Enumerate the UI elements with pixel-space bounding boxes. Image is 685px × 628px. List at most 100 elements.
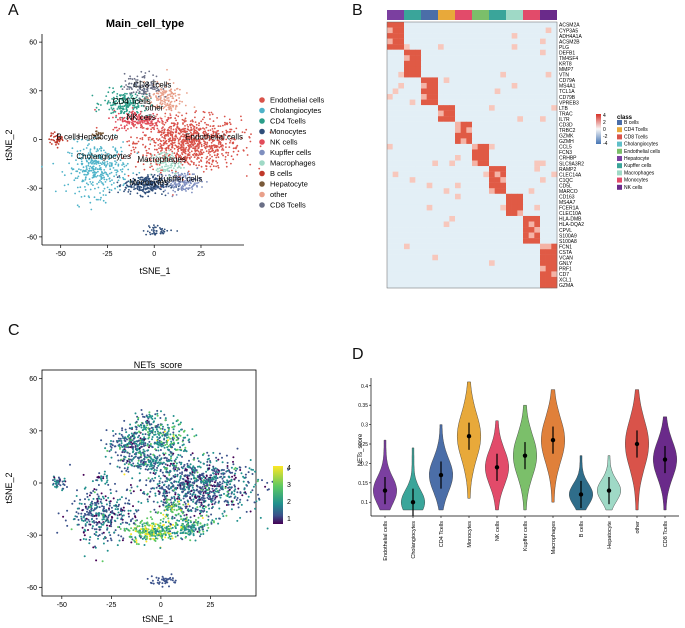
a-point	[201, 118, 204, 121]
b-heatmap-cell	[494, 166, 501, 172]
b-heatmap-cell	[387, 71, 393, 78]
b-heatmap-cell	[443, 77, 450, 84]
a-point	[128, 103, 131, 106]
b-heatmap-cell	[477, 276, 484, 283]
a-point	[180, 161, 182, 163]
a-point	[216, 153, 219, 155]
a-point	[160, 229, 163, 231]
b-heatmap-cell	[517, 249, 524, 255]
a-point	[196, 139, 198, 142]
a-point	[130, 96, 133, 98]
b-heatmap-cell	[415, 271, 422, 278]
b-heatmap-cell	[540, 44, 546, 50]
c-point	[193, 482, 196, 485]
b-heatmap-cell	[404, 88, 410, 95]
b-gene-label: GZMK	[559, 134, 574, 140]
b-heatmap-cell	[466, 55, 473, 61]
a-point	[92, 171, 94, 174]
b-heatmap-cell	[455, 33, 461, 39]
a-point	[165, 149, 168, 152]
c-point	[190, 490, 193, 492]
c-point	[165, 490, 168, 493]
a-point	[125, 187, 127, 189]
a-point	[150, 229, 153, 231]
a-point	[111, 179, 113, 182]
a-point	[182, 188, 185, 191]
b-heatmap-cell	[455, 215, 461, 222]
b-heatmap-cell	[392, 77, 399, 84]
b-heatmap-cell	[426, 171, 433, 178]
a-point	[179, 174, 182, 177]
b-heatmap-cell	[466, 210, 473, 217]
a-point	[163, 230, 166, 233]
a-point	[170, 88, 172, 91]
a-point	[59, 139, 61, 142]
c-point	[189, 496, 191, 498]
b-heatmap-cell	[528, 238, 535, 244]
b-heatmap-cell	[511, 71, 518, 78]
a-point	[159, 232, 162, 235]
b-gene-label: RAMP2	[559, 167, 576, 173]
b-heatmap-cell	[443, 127, 450, 134]
a-point	[200, 143, 203, 146]
a-point	[108, 177, 111, 180]
a-point	[131, 183, 134, 186]
b-heatmap-cell	[540, 171, 546, 178]
b-heatmap-cell	[506, 121, 512, 128]
a-point	[141, 95, 144, 98]
b-heatmap-cell	[432, 243, 439, 250]
a-point	[168, 140, 170, 143]
b-heatmap-cell	[455, 193, 461, 200]
b-heatmap-cell	[449, 88, 456, 95]
c-point	[146, 493, 149, 496]
a-point	[117, 179, 120, 182]
a-point	[141, 84, 144, 87]
c-point	[231, 503, 233, 506]
a-point	[181, 184, 184, 187]
b-heatmap-cell	[500, 188, 507, 194]
b-gene-label: HLA-DQA2	[559, 222, 584, 228]
a-point	[196, 182, 198, 185]
a-point	[202, 127, 204, 130]
a-point	[175, 156, 178, 159]
a-point	[53, 131, 56, 133]
b-heatmap-cell	[404, 22, 410, 28]
b-heatmap-cell	[404, 249, 410, 255]
a-point	[212, 159, 215, 162]
b-heatmap-cell	[517, 60, 524, 67]
a-point	[149, 122, 152, 125]
a-point	[103, 161, 106, 164]
a-point	[237, 150, 240, 153]
b-heatmap-cell	[426, 121, 433, 128]
a-point	[178, 128, 181, 131]
a-point	[217, 125, 220, 127]
c-point	[191, 471, 194, 474]
c-point	[149, 490, 152, 493]
b-heatmap-cell	[551, 44, 558, 50]
c-point	[207, 487, 210, 489]
b-heatmap-cell	[540, 282, 546, 289]
b-heatmap-cell	[432, 27, 439, 34]
b-heatmap-cell	[523, 221, 529, 228]
c-point	[210, 500, 213, 503]
a-point	[162, 232, 165, 235]
c-ytick-label: -30	[27, 533, 37, 540]
b-heatmap-cell	[392, 249, 399, 255]
a-point	[158, 121, 161, 123]
b-heatmap-cell	[483, 49, 490, 56]
a-point	[204, 121, 206, 124]
a-point	[192, 163, 195, 166]
a-point	[79, 186, 82, 189]
b-heatmap-cell	[506, 210, 512, 217]
b-colorscale-label: 0	[603, 127, 606, 133]
b-heatmap-cell	[540, 33, 546, 39]
a-point	[91, 139, 93, 142]
a-point	[157, 162, 159, 165]
b-heatmap-cell	[398, 177, 405, 183]
b-heatmap-cell	[392, 276, 399, 283]
c-point	[251, 473, 254, 475]
a-point	[180, 172, 183, 175]
a-point	[132, 114, 135, 117]
a-point	[162, 139, 165, 142]
a-point	[117, 100, 120, 102]
